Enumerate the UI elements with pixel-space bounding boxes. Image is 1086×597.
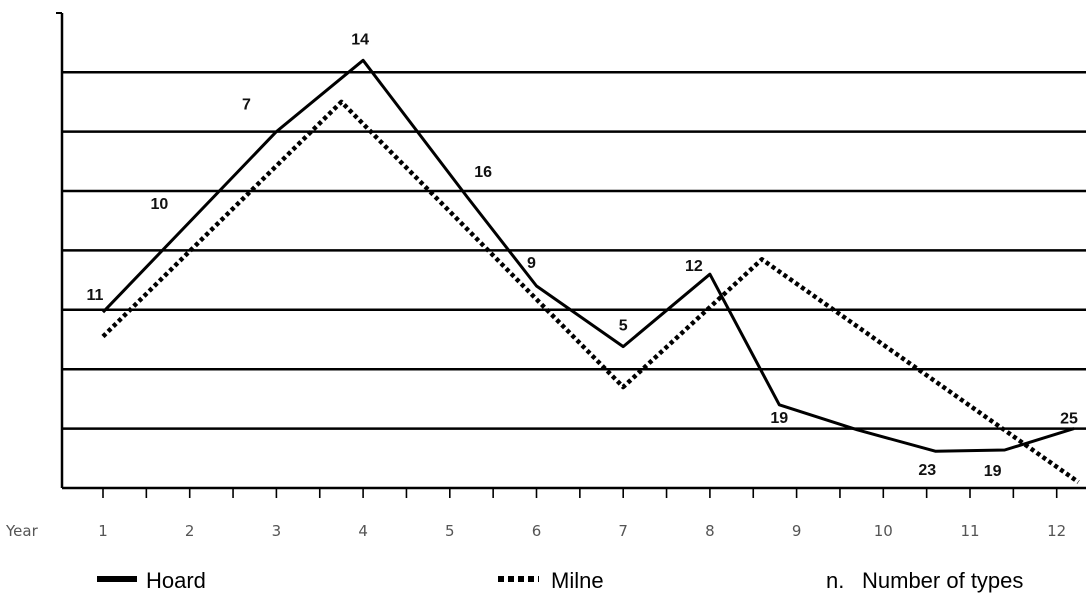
legend-hoard-swatch bbox=[97, 576, 137, 582]
legend-note-text: Number of types bbox=[862, 568, 1023, 593]
x-tick-label: 8 bbox=[705, 522, 715, 540]
point-label: 9 bbox=[527, 255, 536, 272]
x-tick-label: 6 bbox=[532, 522, 542, 540]
legend-milne-label: Milne bbox=[551, 568, 604, 593]
x-tick-label: 5 bbox=[445, 522, 455, 540]
grid-lines bbox=[62, 72, 1086, 428]
x-tick-label: 3 bbox=[272, 522, 282, 540]
legend: Hoard Milne n. Number of types bbox=[97, 568, 1023, 593]
point-label: 10 bbox=[150, 196, 168, 213]
point-label: 5 bbox=[619, 318, 628, 335]
series-line-hoard bbox=[103, 60, 1074, 451]
point-label: 14 bbox=[351, 31, 369, 48]
series-lines bbox=[103, 60, 1078, 482]
x-tick-label: 2 bbox=[185, 522, 195, 540]
point-label: 16 bbox=[474, 164, 492, 181]
point-label: 11 bbox=[87, 287, 104, 304]
x-tick-label: 4 bbox=[358, 522, 368, 540]
x-axis-ticks: 1 2 3 4 5 6 7 8 9 10 11 12 bbox=[98, 488, 1066, 540]
x-tick-label: 1 bbox=[98, 522, 108, 540]
point-label: 12 bbox=[685, 258, 703, 275]
x-tick-label: 12 bbox=[1047, 522, 1066, 540]
legend-hoard-label: Hoard bbox=[146, 568, 206, 593]
x-tick-label: 11 bbox=[960, 522, 979, 540]
point-labels: 11 7 14 16 9 5 12 19 23 19 25 10 bbox=[87, 31, 1079, 480]
point-label: 19 bbox=[770, 410, 788, 427]
point-label: 19 bbox=[984, 463, 1002, 480]
point-label: 7 bbox=[242, 97, 251, 114]
point-label: 25 bbox=[1060, 411, 1078, 428]
legend-note-symbol: n. bbox=[826, 568, 844, 593]
point-label: 23 bbox=[918, 462, 936, 479]
x-tick-label: 9 bbox=[792, 522, 802, 540]
x-tick-label: 7 bbox=[618, 522, 628, 540]
x-tick-label: 10 bbox=[874, 522, 893, 540]
x-axis-label: Year bbox=[5, 522, 39, 540]
